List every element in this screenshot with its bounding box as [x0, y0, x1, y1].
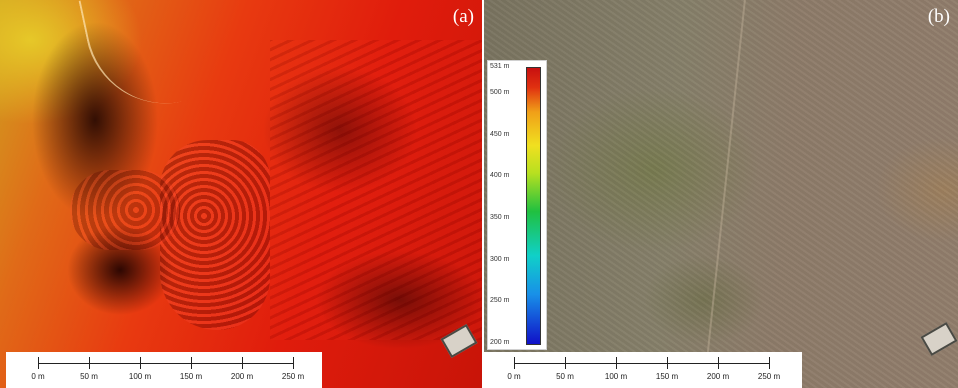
scale-bar-tick [293, 357, 294, 369]
scale-bar-b: 0 m 50 m 100 m 150 m 200 m 250 m [484, 352, 802, 388]
legend-tick-label: 350 m [490, 213, 510, 221]
legend-tick-label: 500 m [490, 88, 510, 96]
dem-rock-feature-west [70, 170, 180, 250]
scale-bar-tick [38, 357, 39, 369]
dem-panel: (a) 0 m 50 m 100 m 150 m 200 m 250 m [0, 0, 482, 388]
panel-label-b: (b) [927, 6, 950, 27]
scale-bar-tick-label: 50 m [556, 372, 574, 381]
scale-bar-tick-label: 250 m [757, 372, 781, 381]
orthophoto-texture [484, 0, 958, 388]
scale-bar-tick-label: 100 m [128, 372, 152, 381]
scale-bar-tick-label: 0 m [31, 372, 45, 381]
orthophoto-panel: (b) 531 m 500 m 450 m 400 m 350 m 300 m 250 m 2… [484, 0, 958, 388]
scale-bar-tick-label: 200 m [230, 372, 254, 381]
legend-tick-label: 450 m [490, 130, 510, 138]
legend-tick-label: 250 m [490, 297, 510, 305]
dem-ripple-texture [270, 40, 482, 340]
legend-tick-label: 200 m [490, 339, 510, 346]
scale-bar-tick-label: 150 m [179, 372, 203, 381]
scale-bar-tick-label: 200 m [706, 372, 730, 381]
scale-bar-a: 0 m 50 m 100 m 150 m 200 m 250 m [6, 352, 322, 388]
dem-rock-feature [160, 140, 270, 330]
elevation-color-legend: 531 m 500 m 450 m 400 m 350 m 300 m 250 m 200 m [487, 60, 547, 350]
scale-bar-axis [38, 363, 293, 364]
dem-shaded-relief [0, 0, 482, 388]
scale-bar-tick-label: 250 m [281, 372, 305, 381]
scale-bar-tick-label: 0 m [507, 372, 521, 381]
scale-bar-tick [616, 357, 617, 369]
scale-bar-tick [667, 357, 668, 369]
scale-bar-tick-label: 150 m [655, 372, 679, 381]
scale-bar-tick [242, 357, 243, 369]
panel-label-a: (a) [452, 6, 474, 27]
scale-bar-tick [718, 357, 719, 369]
scale-bar-tick [140, 357, 141, 369]
panel-divider [482, 0, 484, 388]
scale-bar-axis [514, 363, 769, 364]
legend-tick-label: 400 m [490, 172, 510, 180]
scale-bar-tick-label: 50 m [80, 372, 98, 381]
scale-bar-tick [89, 357, 90, 369]
legend-tick-label: 300 m [490, 255, 510, 263]
legend-tick-label: 531 m [490, 63, 510, 70]
scale-bar-tick [191, 357, 192, 369]
scale-bar-tick [769, 357, 770, 369]
orthophoto-image [484, 0, 958, 388]
scale-bar-tick [565, 357, 566, 369]
legend-color-ramp [526, 67, 541, 345]
scale-bar-tick-label: 100 m [604, 372, 628, 381]
scale-bar-tick [514, 357, 515, 369]
